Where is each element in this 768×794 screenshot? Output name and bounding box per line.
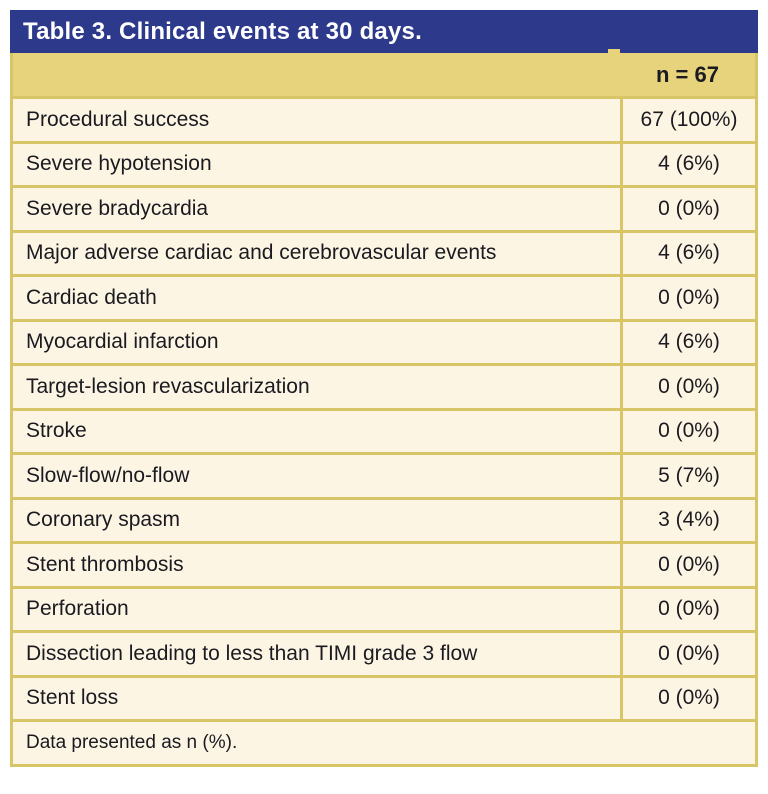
event-value: 4 (6%) [658,330,720,354]
event-value: 0 (0%) [658,285,720,309]
header-n-value: n = 67 [656,61,719,87]
event-label: Cardiac death [13,277,623,319]
table-row: Severe bradycardia 0 (0%) [13,185,755,230]
table-header-row: n = 67 [13,53,755,96]
table-row: Slow-flow/no-flow 5 (7%) [13,452,755,497]
table-row: Stent thrombosis 0 (0%) [13,541,755,586]
event-label: Target-lesion revascularization [13,366,623,408]
table-row: Major adverse cardiac and cerebrovascula… [13,229,755,274]
event-label: Procedural success [13,99,623,141]
event-value: 0 (0%) [658,597,720,621]
clinical-events-table: Table 3. Clinical events at 30 days. n =… [10,10,758,767]
event-label: Coronary spasm [13,499,623,541]
table-body: Procedural success 67 (100%) Severe hypo… [13,96,755,719]
event-value: 3 (4%) [658,508,720,532]
event-value: 5 (7%) [658,463,720,487]
event-label: Slow-flow/no-flow [13,455,623,497]
event-value: 4 (6%) [658,152,720,176]
table-row: Severe hypotension 4 (6%) [13,140,755,185]
event-value: 0 (0%) [658,196,720,220]
event-label: Dissection leading to less than TIMI gra… [13,633,623,675]
table-row: Cardiac death 0 (0%) [13,274,755,319]
table-row: Target-lesion revascularization 0 (0%) [13,363,755,408]
event-label: Stroke [13,410,623,452]
event-value: 0 (0%) [658,641,720,665]
table-row: Myocardial infarction 4 (6%) [13,318,755,363]
event-label: Major adverse cardiac and cerebrovascula… [13,232,623,274]
event-label: Severe bradycardia [13,188,623,230]
table-footnote: Data presented as n (%). [13,719,755,764]
table-row: Stent loss 0 (0%) [13,674,755,719]
event-label: Perforation [13,588,623,630]
event-value: 0 (0%) [658,374,720,398]
table-row: Coronary spasm 3 (4%) [13,496,755,541]
event-value: 67 (100%) [640,107,738,131]
table-title: Table 3. Clinical events at 30 days. [23,17,422,45]
event-value: 4 (6%) [658,241,720,265]
event-label: Stent loss [13,677,623,719]
event-label: Myocardial infarction [13,321,623,363]
title-bar-notch [608,49,620,53]
table-row: Stroke 0 (0%) [13,407,755,452]
header-empty-cell [13,53,620,96]
event-value: 0 (0%) [658,552,720,576]
table-title-bar: Table 3. Clinical events at 30 days. [10,10,758,53]
event-value: 0 (0%) [658,419,720,443]
table-row: Procedural success 67 (100%) [13,96,755,141]
event-value: 0 (0%) [658,686,720,710]
event-label: Severe hypotension [13,143,623,185]
table-row: Perforation 0 (0%) [13,585,755,630]
table-row: Dissection leading to less than TIMI gra… [13,630,755,675]
table-body-frame: n = 67 Procedural success 67 (100%) Seve… [10,53,758,767]
event-label: Stent thrombosis [13,544,623,586]
